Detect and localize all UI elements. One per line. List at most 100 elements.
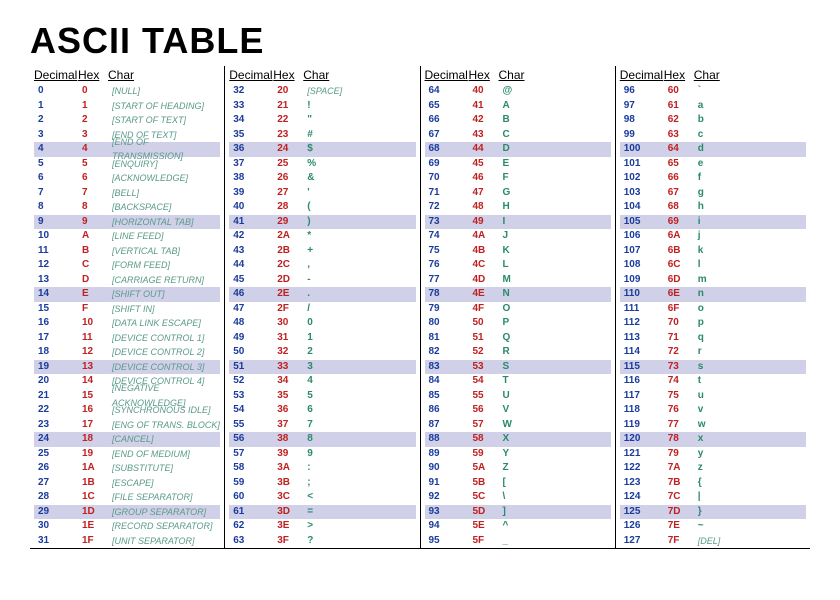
ascii-row: 00[NULL] [34, 84, 220, 99]
ascii-row: 77[BELL] [34, 186, 220, 201]
ascii-row: 6440@ [425, 84, 611, 99]
cell-char: ) [307, 215, 415, 230]
cell-char: 6 [307, 403, 415, 418]
ascii-row: 10064d [620, 142, 806, 157]
cell-char: E [503, 157, 611, 172]
cell-char: B [503, 113, 611, 128]
ascii-row: 261A[SUBSTITUTE] [34, 461, 220, 476]
ascii-row: 935D] [425, 505, 611, 520]
cell-decimal: 23 [34, 418, 82, 433]
cell-decimal: 85 [425, 389, 473, 404]
cell-char: n [698, 287, 806, 302]
cell-decimal: 94 [425, 519, 473, 534]
cell-hex: 72 [668, 345, 698, 360]
ascii-row: 915B[ [425, 476, 611, 491]
cell-hex: 15 [82, 389, 112, 404]
cell-hex: 13 [82, 360, 112, 375]
cell-char: [CARRIAGE RETURN] [112, 273, 220, 288]
cell-hex: 61 [668, 99, 698, 114]
ascii-row: 311F[UNIT SEPARATOR] [34, 534, 220, 549]
cell-decimal: 87 [425, 418, 473, 433]
cell-decimal: 62 [229, 519, 277, 534]
ascii-row: 55[ENQUIRY] [34, 157, 220, 172]
ascii-row: 2418[CANCEL] [34, 432, 220, 447]
ascii-row: 8757W [425, 418, 611, 433]
cell-decimal: 29 [34, 505, 82, 520]
header-decimal: Decimal [34, 68, 78, 82]
ascii-row: 11371q [620, 331, 806, 346]
cell-char: P [503, 316, 611, 331]
cell-hex: 4D [473, 273, 503, 288]
ascii-row: 10A[LINE FEED] [34, 229, 220, 244]
cell-char: # [307, 128, 415, 143]
cell-char: [ESCAPE] [112, 476, 220, 491]
cell-decimal: 44 [229, 258, 277, 273]
cell-char: [BELL] [112, 186, 220, 201]
cell-char: [ACKNOWLEDGE] [112, 171, 220, 186]
ascii-row: 744AJ [425, 229, 611, 244]
cell-decimal: 112 [620, 316, 668, 331]
cell-decimal: 96 [620, 84, 668, 99]
cell-decimal: 28 [34, 490, 82, 505]
cell-char: , [307, 258, 415, 273]
ascii-row: 8858X [425, 432, 611, 447]
ascii-row: 8555U [425, 389, 611, 404]
cell-decimal: 90 [425, 461, 473, 476]
ascii-row: 1247C| [620, 490, 806, 505]
cell-char: [ENQUIRY] [112, 157, 220, 172]
cell-decimal: 99 [620, 128, 668, 143]
cell-decimal: 50 [229, 345, 277, 360]
ascii-column: DecimalHexChar00[NULL]11[START OF HEADIN… [30, 66, 225, 548]
cell-decimal: 67 [425, 128, 473, 143]
ascii-row: 11674t [620, 374, 806, 389]
cell-decimal: 78 [425, 287, 473, 302]
cell-decimal: 56 [229, 432, 277, 447]
ascii-row: 51333 [229, 360, 415, 375]
ascii-row: 633F? [229, 534, 415, 549]
cell-char: ~ [698, 519, 806, 534]
cell-decimal: 13 [34, 273, 82, 288]
ascii-row: 50322 [229, 345, 415, 360]
cell-char: 3 [307, 360, 415, 375]
ascii-row: 1096Dm [620, 273, 806, 288]
header-hex: Hex [664, 68, 694, 82]
cell-decimal: 109 [620, 273, 668, 288]
cell-char: [FORM FEED] [112, 258, 220, 273]
ascii-row: 11977w [620, 418, 806, 433]
ascii-row: 52344 [229, 374, 415, 389]
cell-char: U [503, 389, 611, 404]
cell-hex: 52 [473, 345, 503, 360]
header-decimal: Decimal [229, 68, 273, 82]
cell-hex: 50 [473, 316, 503, 331]
ascii-row: 462E. [229, 287, 415, 302]
cell-decimal: 76 [425, 258, 473, 273]
cell-hex: 73 [668, 360, 698, 375]
cell-decimal: 121 [620, 447, 668, 462]
cell-hex: 64 [668, 142, 698, 157]
cell-char: $ [307, 142, 415, 157]
cell-hex: 1C [82, 490, 112, 505]
cell-hex: 2C [277, 258, 307, 273]
cell-decimal: 0 [34, 84, 82, 99]
cell-decimal: 64 [425, 84, 473, 99]
ascii-row: 3422" [229, 113, 415, 128]
ascii-row: 11B[VERTICAL TAB] [34, 244, 220, 259]
cell-hex: 78 [668, 432, 698, 447]
cell-hex: 6 [82, 171, 112, 186]
ascii-column: DecimalHexChar9660`9761a9862b9963c10064d… [616, 66, 810, 548]
cell-decimal: 33 [229, 99, 277, 114]
cell-hex: 71 [668, 331, 698, 346]
cell-decimal: 125 [620, 505, 668, 520]
ascii-table: DecimalHexChar00[NULL]11[START OF HEADIN… [30, 66, 810, 549]
ascii-row: 754BK [425, 244, 611, 259]
ascii-row: 794FO [425, 302, 611, 317]
ascii-row: 6642B [425, 113, 611, 128]
cell-decimal: 73 [425, 215, 473, 230]
cell-decimal: 77 [425, 273, 473, 288]
cell-hex: 48 [473, 200, 503, 215]
cell-decimal: 14 [34, 287, 82, 302]
ascii-row: 15F[SHIFT IN] [34, 302, 220, 317]
ascii-row: 8353S [425, 360, 611, 375]
ascii-row: 7046F [425, 171, 611, 186]
cell-hex: 22 [277, 113, 307, 128]
